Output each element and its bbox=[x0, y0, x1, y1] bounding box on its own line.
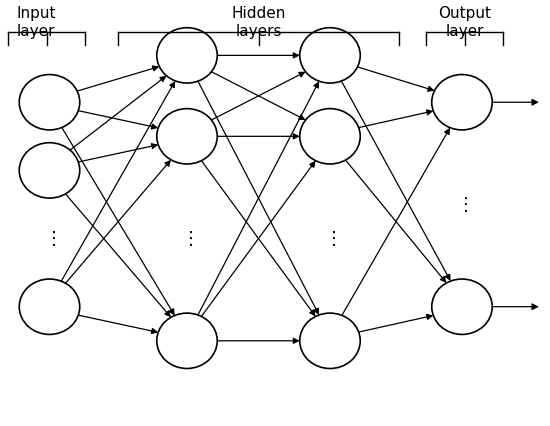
Ellipse shape bbox=[300, 313, 360, 368]
Ellipse shape bbox=[432, 75, 492, 130]
Text: Hidden
layers: Hidden layers bbox=[232, 6, 285, 39]
Text: $\vdots$: $\vdots$ bbox=[324, 229, 336, 248]
Ellipse shape bbox=[157, 28, 217, 83]
Ellipse shape bbox=[300, 28, 360, 83]
Text: Output
layer: Output layer bbox=[438, 6, 491, 39]
Text: $\vdots$: $\vdots$ bbox=[181, 229, 193, 248]
Ellipse shape bbox=[300, 109, 360, 164]
Text: $\vdots$: $\vdots$ bbox=[456, 195, 468, 214]
Text: Input
layer: Input layer bbox=[16, 6, 56, 39]
Ellipse shape bbox=[157, 313, 217, 368]
Ellipse shape bbox=[432, 279, 492, 334]
Ellipse shape bbox=[19, 279, 80, 334]
Ellipse shape bbox=[157, 109, 217, 164]
Ellipse shape bbox=[19, 143, 80, 198]
Ellipse shape bbox=[19, 75, 80, 130]
Text: $\vdots$: $\vdots$ bbox=[43, 229, 56, 248]
